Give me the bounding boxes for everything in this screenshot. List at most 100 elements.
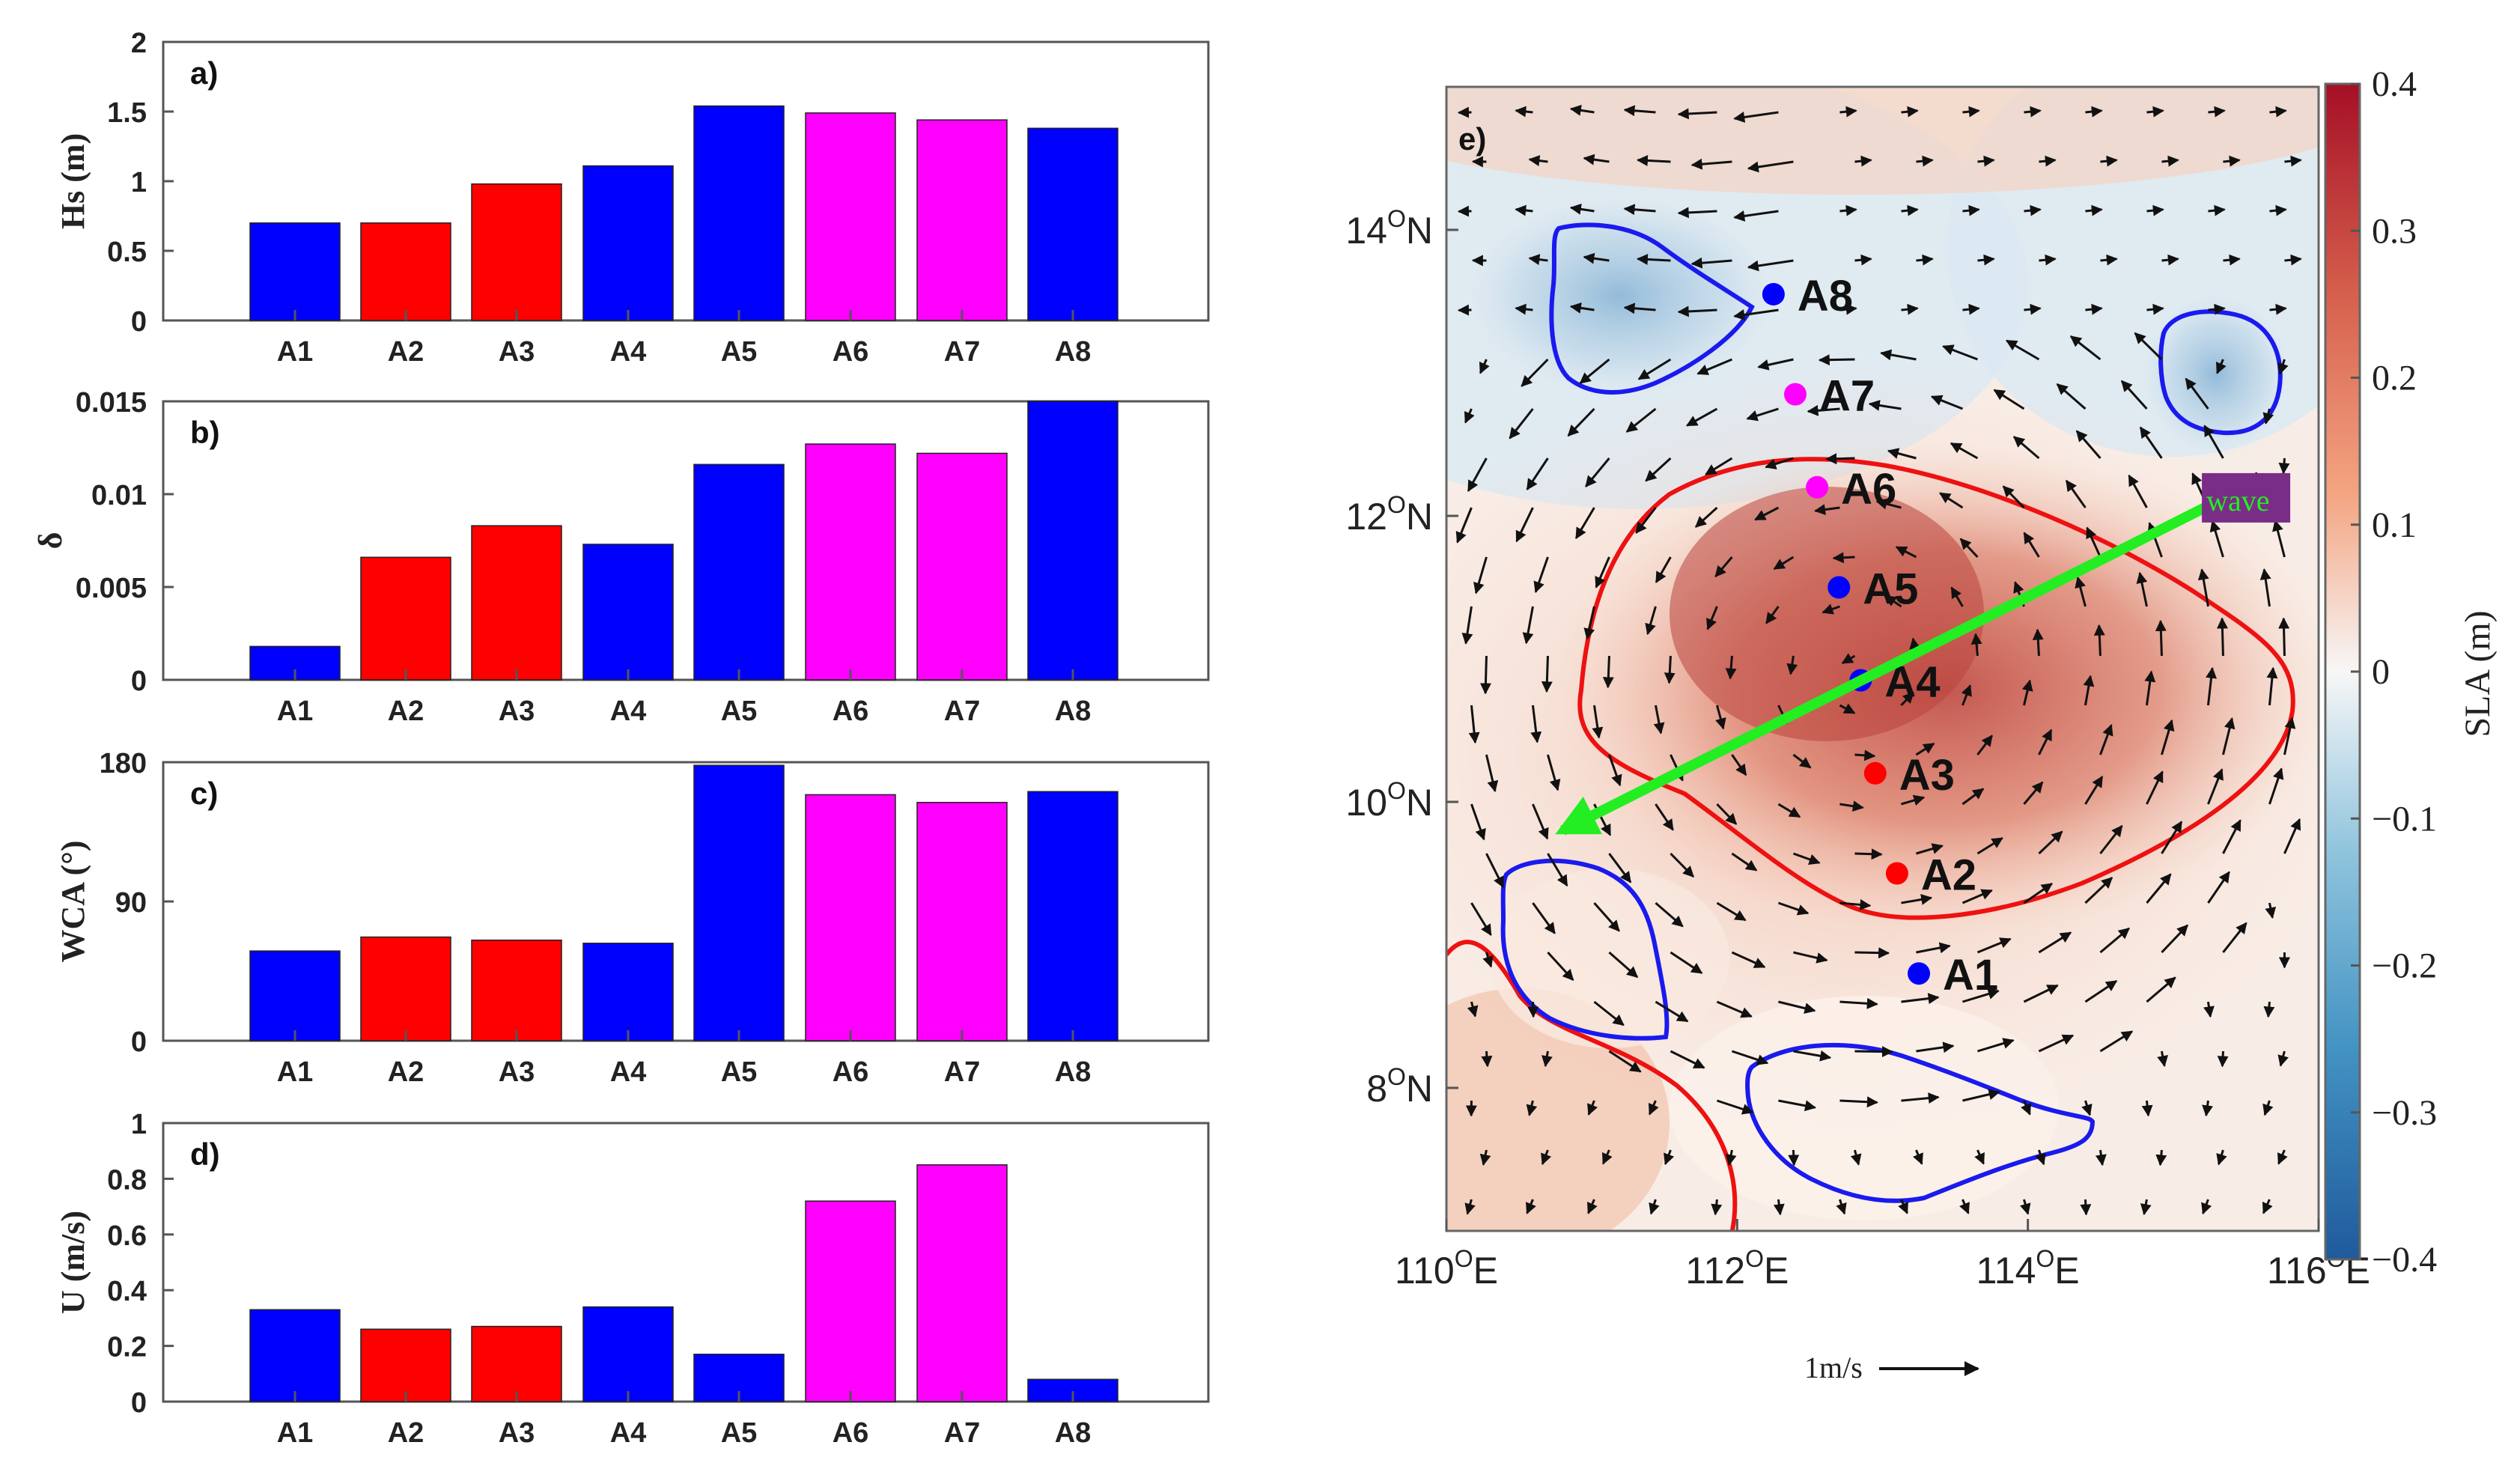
current-vector <box>1976 937 2012 954</box>
current-vector <box>2208 204 2226 216</box>
current-vector <box>1515 204 1533 216</box>
map-ytick-label: 10ON <box>1345 777 1433 824</box>
current-vector <box>2085 303 2103 315</box>
current-vector <box>2222 922 2247 953</box>
current-vector <box>1528 254 1548 266</box>
current-vector <box>1533 556 1549 594</box>
station-dot-A7 <box>1784 383 1807 406</box>
xtick-label: A1 <box>277 1056 314 1088</box>
current-vector <box>1623 302 1656 314</box>
ytick-label: 0.5 <box>107 237 147 268</box>
contour-cold-west <box>1500 858 1670 1041</box>
ylabel: δ <box>32 532 69 550</box>
current-vector <box>1593 902 1620 932</box>
current-vector <box>1467 457 1488 493</box>
current-vector <box>2144 670 2156 706</box>
bar-A4 <box>582 943 674 1041</box>
station-dot-A2 <box>1885 862 1908 885</box>
bar-A6 <box>805 112 896 321</box>
current-vector <box>1839 898 1872 910</box>
current-vector <box>2032 628 2044 657</box>
current-vector <box>1901 204 1919 216</box>
current-vector <box>1677 305 1717 317</box>
current-vector <box>1694 506 1718 528</box>
current-vector <box>1526 1199 1536 1214</box>
xtick-label: A5 <box>721 1417 758 1449</box>
current-vector <box>2185 377 2209 410</box>
current-vector <box>2266 666 2278 706</box>
ylabel: Hs (m) <box>55 133 91 229</box>
current-vector <box>2197 568 2209 607</box>
current-vector <box>2085 204 2103 216</box>
current-vector <box>2216 1149 2227 1166</box>
current-vector <box>2146 303 2164 315</box>
current-vector <box>1655 556 1672 583</box>
xtick-label: A4 <box>610 1056 647 1088</box>
current-vector <box>1690 158 1732 170</box>
current-vector <box>1690 257 1732 269</box>
current-vector <box>2065 479 2087 508</box>
current-vector <box>1677 108 1717 120</box>
current-vector <box>1731 951 1766 968</box>
xtick-label: A3 <box>499 336 535 368</box>
current-vector <box>2155 1149 2167 1167</box>
xtick-label: A4 <box>610 696 647 727</box>
current-vector <box>1901 894 1933 905</box>
current-vector <box>1839 703 1856 714</box>
current-vector <box>2268 767 2284 805</box>
current-vector <box>1541 655 1553 693</box>
colorbar: 0.4 0.3 0.2 0.1 0 −0.1 −0.2 −0.3 −0.4 SLA (m) <box>2324 64 2498 1280</box>
ytick-label: 1 <box>131 1109 147 1140</box>
bar-chart-a: 0 0.5 1 1.5 2 A1 A2 A3 A4 A5 A6 A7 A8 a) Hs (m) <box>55 28 1210 368</box>
bar-A4 <box>582 165 674 321</box>
bar-A8 <box>1027 127 1119 321</box>
current-vector <box>1993 389 2025 410</box>
xtick-label: A1 <box>277 1417 314 1449</box>
current-vector <box>1793 1050 1832 1062</box>
current-vector <box>1677 207 1717 219</box>
xtick-label: A6 <box>833 696 869 727</box>
current-vector <box>2024 204 2042 216</box>
xtick-label: A1 <box>277 336 314 368</box>
current-vector <box>1526 1100 1538 1116</box>
current-vector <box>1773 1199 1785 1216</box>
current-vector <box>1792 753 1812 769</box>
colorbar-tick-label: −0.2 <box>2372 946 2437 986</box>
current-vector <box>1916 155 1934 167</box>
current-vector <box>1608 951 1639 979</box>
current-vector <box>1977 254 1995 266</box>
current-vector <box>1532 803 1549 840</box>
current-vector <box>1670 951 1703 974</box>
current-vector <box>1645 606 1657 636</box>
xtick-label: A3 <box>499 696 535 727</box>
current-vector <box>1832 552 1855 564</box>
current-vector <box>1473 556 1488 594</box>
bar-A4 <box>582 544 674 681</box>
ytick-label: 0 <box>131 1387 147 1419</box>
colorbar-label: SLA (m) <box>2458 610 2498 737</box>
current-vector <box>1455 507 1473 544</box>
ytick-label: 0.01 <box>91 480 147 511</box>
current-vector <box>1854 1046 1893 1058</box>
current-vector <box>2120 380 2148 410</box>
current-vector <box>2284 254 2302 266</box>
current-vector <box>1595 556 1610 588</box>
current-vector <box>2161 924 2189 954</box>
ytick-label: 90 <box>115 887 147 919</box>
current-vector <box>1887 448 1917 460</box>
current-vector <box>1470 902 1492 936</box>
current-vector <box>2262 1199 2273 1214</box>
current-vector <box>1854 947 1890 959</box>
current-vector <box>1586 1199 1598 1214</box>
current-vector <box>1788 1149 1800 1167</box>
current-vector <box>2100 155 2118 167</box>
current-vector <box>1464 1199 1476 1215</box>
current-vector <box>2023 532 2040 558</box>
current-vector <box>2206 666 2218 706</box>
station-label-A7: A7 <box>1819 372 1875 421</box>
current-vector <box>1839 303 1857 315</box>
colorbar-ticks: 0.4 0.3 0.2 0.1 0 −0.1 −0.2 −0.3 −0.4 <box>2351 64 2437 1280</box>
current-vector <box>2140 1199 2152 1216</box>
current-vector <box>2269 106 2287 118</box>
current-vector <box>2222 819 2241 854</box>
